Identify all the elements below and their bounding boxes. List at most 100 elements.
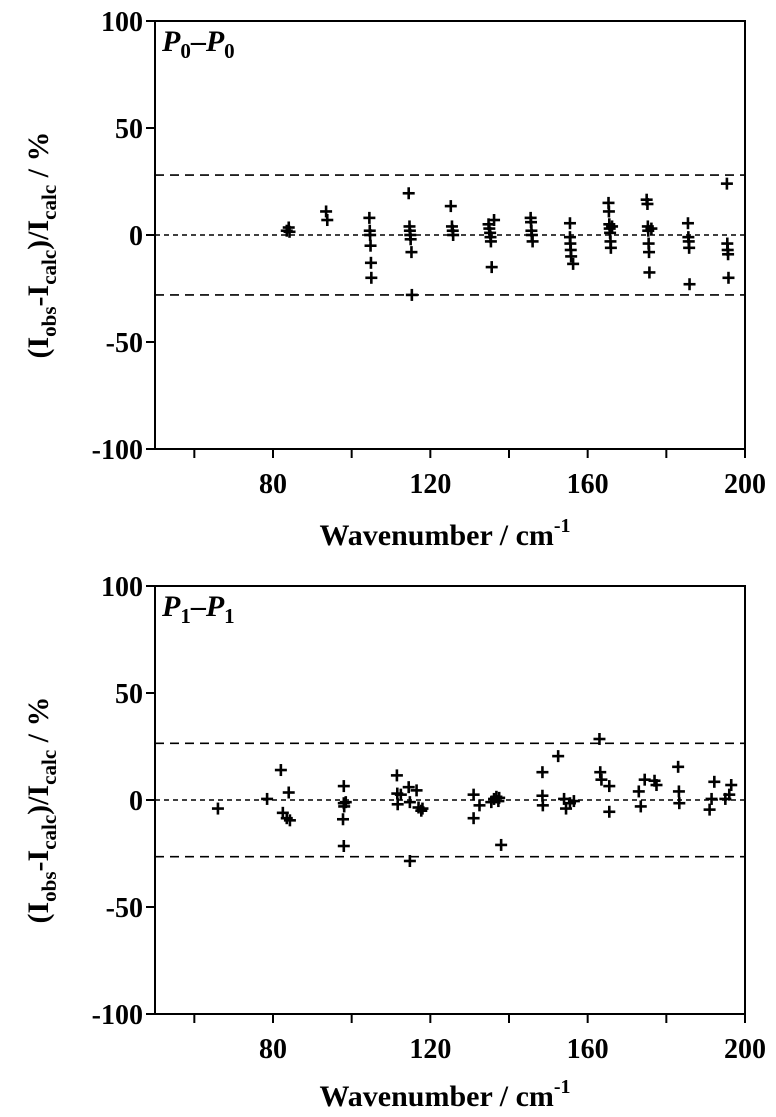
y-axis-title-subscript: calc: [37, 815, 61, 850]
data-point: [606, 220, 619, 233]
y-axis-title-part: (I: [22, 902, 55, 924]
x-axis-title: Wavenumber / cm-1: [319, 1076, 570, 1113]
x-tick-label: 200: [724, 1034, 766, 1065]
data-point: [595, 773, 608, 786]
data-point: [283, 225, 296, 238]
panel-label-part: P: [161, 590, 181, 623]
data-point: [337, 813, 350, 826]
data-point: [526, 235, 539, 248]
data-point: [337, 840, 350, 853]
x-axis-title-text: Wavenumber / cm: [319, 519, 553, 552]
data-point: [390, 769, 403, 782]
data-point: [567, 795, 580, 808]
data-point: [339, 796, 352, 809]
data-point: [404, 233, 417, 246]
data-point: [467, 812, 480, 825]
data-point: [552, 750, 565, 763]
data-point: [683, 278, 696, 291]
y-axis-title-part: / %: [22, 131, 55, 184]
data-point: [650, 779, 663, 792]
y-tick-label: -50: [106, 893, 143, 924]
y-axis-title: (Iobs-Icalc)/Icalc / %: [22, 131, 61, 358]
data-point: [604, 241, 617, 254]
panel-label-subscript: 1: [224, 604, 235, 628]
data-point: [722, 248, 735, 261]
y-axis-title-subscript: calc: [37, 185, 61, 220]
y-axis-title-part: )/I: [22, 220, 55, 250]
data-point: [403, 854, 416, 867]
panel-label: P1–P1: [161, 590, 235, 628]
data-point: [394, 788, 407, 801]
data-point: [485, 261, 498, 274]
data-point: [563, 217, 576, 230]
y-tick-label: 50: [115, 679, 143, 710]
panel-label-part: –: [190, 590, 207, 623]
data-point: [261, 792, 274, 805]
y-tick-label: 100: [101, 572, 143, 603]
data-point: [536, 799, 549, 812]
data-point: [681, 217, 694, 230]
panel-label: P0–P0: [161, 25, 235, 63]
data-point: [645, 222, 658, 235]
data-point: [565, 250, 578, 263]
data-point: [391, 798, 404, 811]
panel-label-part: P: [205, 590, 225, 623]
data-point: [703, 803, 716, 816]
data-point: [473, 799, 486, 812]
data-point: [337, 780, 350, 793]
panel-label-part: –: [190, 25, 207, 58]
y-axis-title: (Iobs-Icalc)/Icalc / %: [22, 696, 61, 923]
x-tick-label: 120: [409, 1034, 451, 1065]
data-point: [643, 266, 656, 279]
data-point: [602, 205, 615, 218]
data-point: [683, 241, 696, 254]
x-tick-label: 160: [567, 469, 609, 500]
data-point: [211, 802, 224, 815]
data-point: [723, 788, 736, 801]
data-point: [363, 211, 376, 224]
data-point: [493, 791, 506, 804]
data-point: [405, 288, 418, 301]
data-point: [641, 197, 654, 210]
panel-label-subscript: 1: [180, 604, 191, 628]
x-axis-title-text: Wavenumber / cm: [319, 1080, 553, 1113]
data-point: [447, 229, 460, 241]
x-axis-title: Wavenumber / cm-1: [319, 515, 570, 552]
data-point: [488, 214, 501, 227]
y-tick-label: -100: [92, 1000, 143, 1031]
data-point: [282, 786, 295, 799]
panel-label-subscript: 0: [180, 39, 191, 63]
y-axis-title-part: / %: [22, 696, 55, 749]
x-tick-label: 160: [567, 1034, 609, 1065]
panel-label-part: P: [205, 25, 225, 58]
y-axis-title-subscript: calc: [37, 750, 61, 785]
y-tick-label: 0: [129, 786, 143, 817]
y-axis-title-part: -I: [22, 850, 55, 872]
data-point: [321, 214, 334, 227]
data-point: [283, 814, 296, 827]
data-point: [365, 271, 378, 284]
x-tick-label: 80: [259, 469, 287, 500]
y-axis-title-part: (I: [22, 337, 55, 359]
data-point: [444, 200, 457, 213]
y-axis-title-subscript: obs: [37, 871, 61, 901]
y-tick-label: 0: [129, 221, 143, 252]
data-point: [593, 733, 606, 746]
data-point: [416, 802, 429, 815]
y-tick-label: -100: [92, 435, 143, 466]
y-tick-label: 100: [101, 7, 143, 38]
data-point: [672, 760, 685, 773]
data-point: [672, 785, 685, 798]
x-tick-label: 120: [409, 469, 451, 500]
data-point: [632, 785, 645, 798]
data-point: [403, 796, 416, 809]
data-point: [484, 235, 497, 248]
data-point: [643, 246, 656, 259]
data-point: [495, 838, 508, 851]
x-axis-title-superscript: -1: [554, 515, 571, 537]
data-point: [402, 781, 415, 794]
data-point: [725, 779, 738, 792]
